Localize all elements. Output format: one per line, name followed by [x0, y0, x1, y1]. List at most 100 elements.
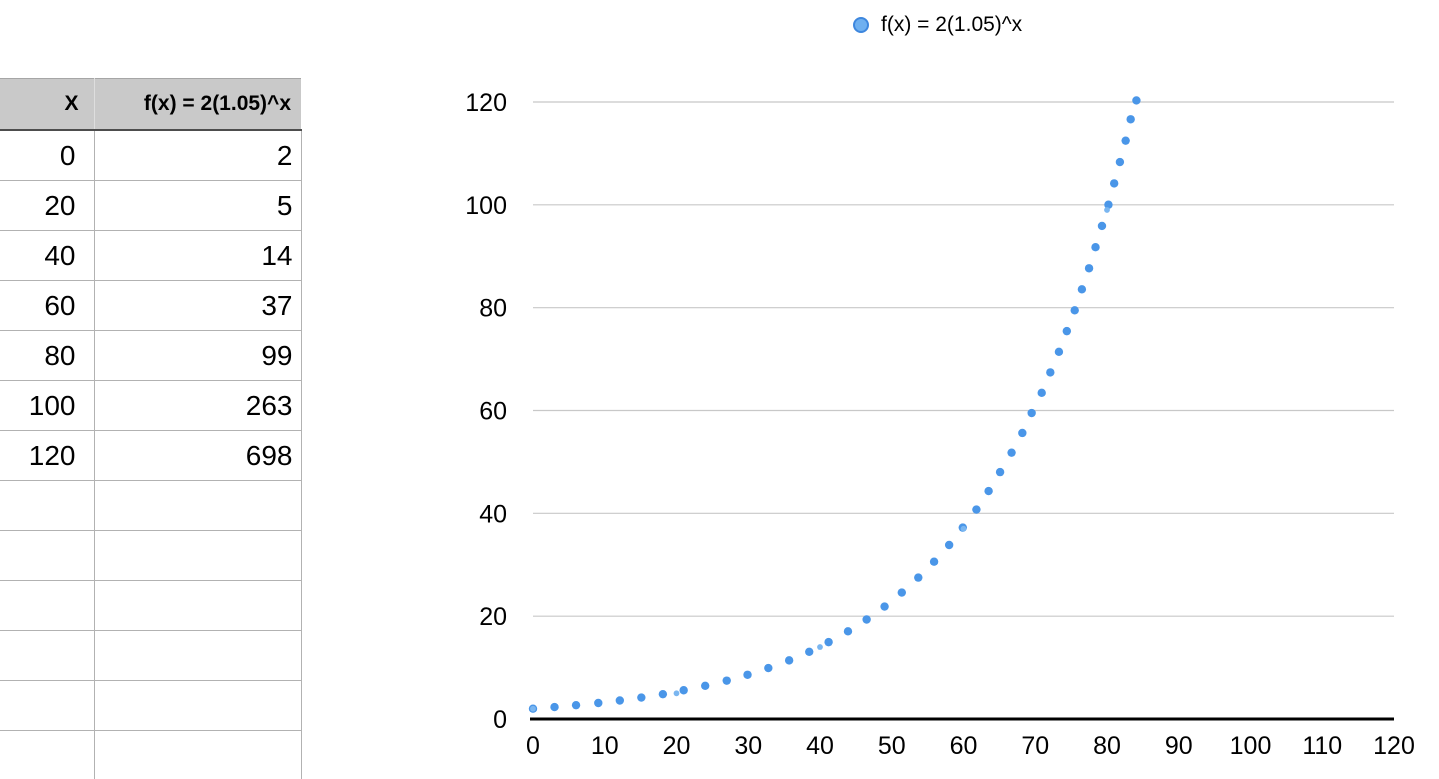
data-point — [743, 670, 752, 679]
y-tick-label: 120 — [465, 89, 507, 117]
table-row: 40 14 — [0, 230, 302, 281]
table-cell[interactable] — [0, 730, 95, 779]
legend-label: f(x) = 2(1.05)^x — [881, 13, 1023, 36]
x-tick-label: 70 — [1021, 732, 1049, 760]
table-row — [0, 680, 302, 731]
table-row — [0, 580, 302, 631]
data-point — [824, 637, 833, 647]
data-point — [1126, 115, 1135, 124]
data-point — [571, 700, 581, 710]
table-cell[interactable] — [94, 630, 302, 681]
data-point — [1007, 448, 1016, 457]
x-tick-label: 120 — [1373, 732, 1415, 760]
table-cell[interactable] — [0, 580, 95, 631]
table-cell[interactable]: 99 — [94, 330, 302, 381]
table-cell[interactable] — [94, 730, 302, 779]
data-point — [1091, 243, 1100, 252]
data-point — [637, 693, 646, 702]
data-point — [722, 676, 731, 685]
table-cell[interactable] — [0, 680, 95, 731]
table-cell[interactable]: 263 — [94, 380, 302, 431]
table-row — [0, 530, 302, 581]
table-cell[interactable]: 0 — [0, 130, 95, 181]
data-point — [862, 615, 871, 624]
data-point — [784, 656, 794, 665]
table-row — [0, 730, 302, 779]
table-cell[interactable] — [94, 530, 302, 581]
table-cell[interactable] — [0, 530, 95, 581]
x-tick-label: 10 — [591, 732, 619, 760]
x-tick-label: 100 — [1230, 732, 1272, 760]
table-row: 100 263 — [0, 380, 302, 431]
data-point — [995, 467, 1005, 477]
table-row — [0, 630, 302, 681]
table-row: 80 99 — [0, 330, 302, 381]
y-tick-label: 60 — [479, 398, 507, 426]
table-data-point — [1104, 207, 1110, 213]
data-point — [615, 696, 625, 705]
table-cell[interactable]: 20 — [0, 180, 95, 231]
data-point — [701, 681, 710, 690]
table-cell[interactable] — [0, 630, 95, 681]
table-data-point — [673, 690, 680, 697]
table-cell[interactable]: 60 — [0, 280, 95, 331]
data-point — [805, 647, 814, 656]
data-point — [897, 588, 906, 597]
table-data-point — [530, 705, 536, 712]
x-tick-label: 80 — [1093, 732, 1121, 760]
data-point — [1037, 388, 1046, 398]
table-cell[interactable] — [0, 480, 95, 531]
table-cell[interactable]: 2 — [94, 130, 302, 181]
table-cell[interactable] — [94, 580, 302, 631]
x-tick-label: 90 — [1165, 732, 1193, 760]
x-tick-label: 0 — [526, 732, 540, 760]
data-point — [1097, 221, 1107, 231]
table-cell[interactable]: 40 — [0, 230, 95, 281]
data-point — [594, 698, 603, 708]
data-point — [944, 540, 954, 550]
data-point — [764, 663, 773, 673]
table-cell[interactable]: 80 — [0, 330, 95, 381]
table-data-point — [817, 644, 823, 650]
table-cell[interactable]: 698 — [94, 430, 302, 481]
data-point — [679, 686, 688, 695]
table-cell[interactable]: 37 — [94, 280, 302, 331]
table-cell[interactable]: 5 — [94, 180, 302, 231]
legend-marker-icon — [853, 17, 869, 33]
x-tick-label: 20 — [663, 732, 691, 760]
x-tick-label: 50 — [878, 732, 906, 760]
table-cell[interactable] — [94, 480, 302, 531]
data-point — [984, 486, 993, 496]
data-point — [1121, 136, 1130, 145]
table-data-point — [960, 525, 967, 532]
data-point — [528, 704, 538, 713]
data-point — [550, 702, 559, 712]
data-point — [658, 689, 668, 699]
table-cell[interactable]: 120 — [0, 430, 95, 481]
table-row: 20 5 — [0, 180, 302, 231]
x-tick-label: 60 — [950, 732, 978, 760]
table-cell[interactable]: 14 — [94, 230, 302, 281]
y-tick-label: 80 — [479, 295, 507, 323]
table-row: 120 698 — [0, 430, 302, 481]
data-point — [914, 573, 923, 582]
data-point — [1109, 179, 1119, 188]
column-header-x[interactable]: X — [0, 78, 95, 131]
data-point — [972, 505, 981, 514]
data-point — [1070, 306, 1079, 315]
data-table: X f(x) = 2(1.05)^x 0 2 20 5 40 14 60 37 80 99 100 2… — [0, 78, 302, 779]
table-header-row: X f(x) = 2(1.05)^x — [0, 78, 301, 131]
data-point — [929, 557, 939, 566]
column-header-fx[interactable]: f(x) = 2(1.05)^x — [94, 78, 301, 131]
data-point — [1027, 408, 1036, 418]
y-tick-label: 100 — [465, 192, 507, 220]
data-point — [1115, 157, 1125, 167]
data-point — [1104, 200, 1113, 209]
table-row — [0, 480, 302, 531]
data-point — [1018, 428, 1027, 438]
table-cell[interactable] — [94, 680, 302, 731]
table-cell[interactable]: 100 — [0, 380, 95, 431]
data-point — [1046, 368, 1055, 377]
